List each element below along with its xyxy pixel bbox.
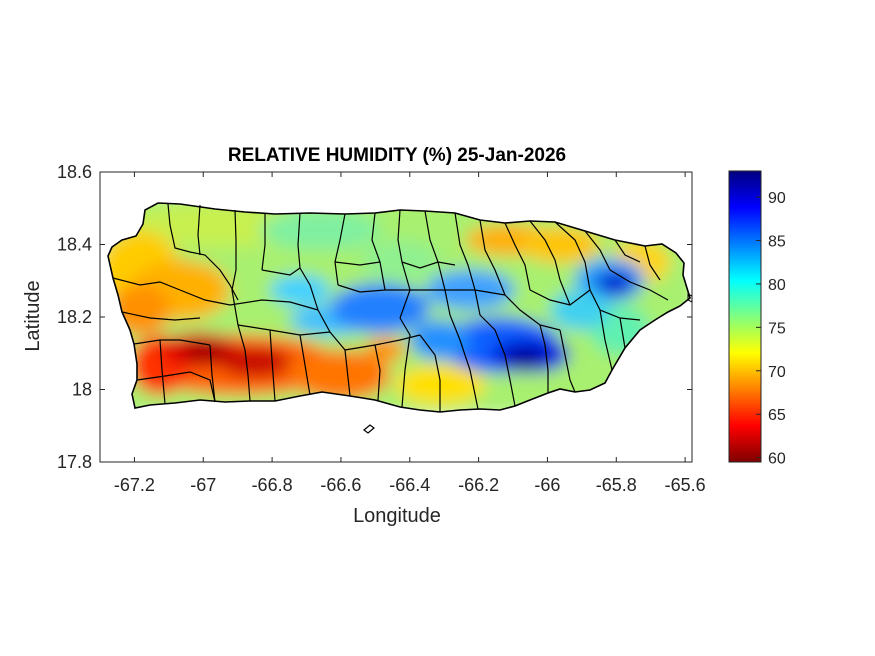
colorbar-tick-label: 70	[768, 364, 786, 381]
y-axis: 18.6 18.4 18.2 18 17.8	[57, 162, 692, 472]
x-tick-label: -67	[190, 475, 216, 495]
island-outline	[107, 202, 691, 413]
colorbar-gradient	[728, 170, 762, 463]
vieques-edge	[687, 293, 693, 303]
x-tick-label: -66	[534, 475, 560, 495]
y-tick-label: 18.6	[57, 162, 92, 182]
colorbar-tick-label: 65	[768, 407, 786, 424]
chart-title: RELATIVE HUMIDITY (%) 25-Jan-2026	[228, 145, 566, 166]
y-tick-label: 18.2	[57, 307, 92, 327]
y-tick-label: 18	[72, 380, 92, 400]
x-tick-label: -65.6	[665, 475, 706, 495]
x-tick-label: -66.6	[320, 475, 361, 495]
colorbar-tick-label: 75	[768, 320, 786, 337]
caja-de-muertos-island	[363, 424, 375, 434]
colorbar-tick-label: 90	[768, 190, 786, 207]
x-tick-label: -66.4	[389, 475, 430, 495]
x-tick-label: -66.2	[458, 475, 499, 495]
colorbar-tick-label: 80	[768, 277, 786, 294]
x-axis-label: Longitude	[353, 505, 441, 527]
x-axis: -67.2 -67 -66.8 -66.6 -66.4 -66.2 -66 -65.8 -65.…	[114, 172, 706, 495]
x-tick-label: -65.8	[596, 475, 637, 495]
colorbar-tick-label: 60	[768, 451, 786, 468]
colorbar: 90 85 80 75 70 65 60	[728, 170, 786, 468]
y-axis-label: Latitude	[22, 280, 44, 351]
colorbar-tick-label: 85	[768, 233, 786, 250]
colorbar-ticks: 90 85 80 75 70 65 60	[756, 190, 786, 468]
x-tick-label: -66.8	[252, 475, 293, 495]
y-tick-label: 17.8	[57, 452, 92, 472]
y-tick-label: 18.4	[57, 235, 92, 255]
municipality-boundaries	[112, 203, 669, 412]
x-tick-label: -67.2	[114, 475, 155, 495]
